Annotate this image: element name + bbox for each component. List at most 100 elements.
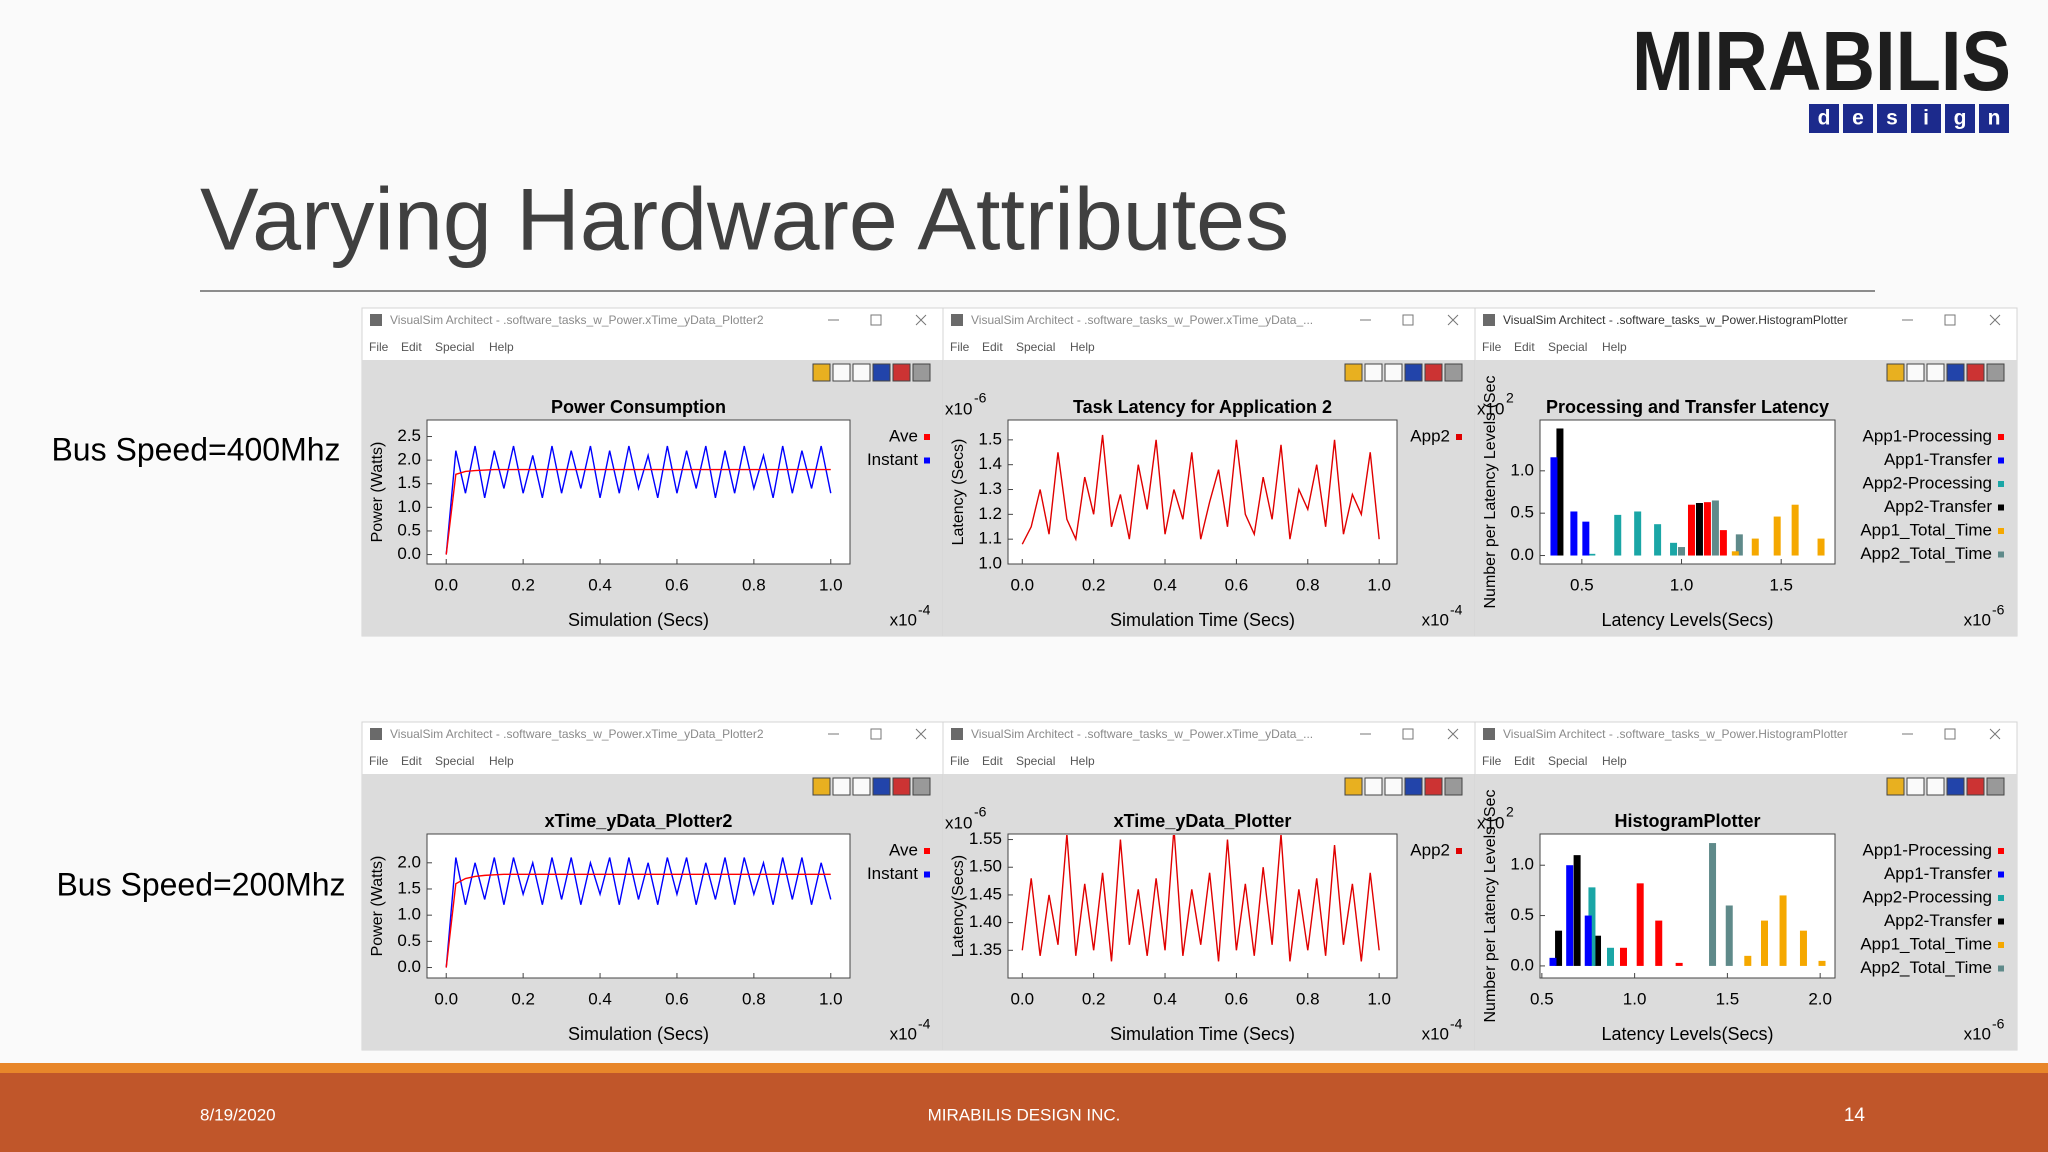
histogram-bar	[1619, 947, 1627, 966]
toolbar-button[interactable]	[872, 777, 891, 796]
menu-item[interactable]: File	[1482, 340, 1502, 354]
menu-item[interactable]: Special	[1016, 754, 1055, 768]
maximize-button[interactable]	[870, 314, 882, 326]
toolbar-button[interactable]	[1384, 777, 1403, 796]
toolbar-button[interactable]	[892, 363, 911, 382]
menu-item[interactable]: Help	[489, 754, 514, 768]
app-icon	[370, 314, 382, 326]
logo-box	[1911, 104, 1941, 133]
maximize-button[interactable]	[1402, 728, 1414, 740]
plot-marks	[1550, 428, 1825, 556]
toolbar-button[interactable]	[1906, 777, 1925, 796]
toolbar-button[interactable]	[1946, 363, 1965, 382]
toolbar-button[interactable]	[1886, 777, 1905, 796]
x-tick-label: 1.5	[1716, 989, 1740, 1008]
menu-item[interactable]: Help	[1070, 754, 1095, 768]
y-tick-label: 1.0	[397, 497, 421, 516]
x-tick-label: 2.0	[1808, 989, 1832, 1008]
menu-item[interactable]: Edit	[982, 340, 1003, 354]
histogram-bar	[1550, 457, 1558, 556]
close-button[interactable]	[1989, 314, 2001, 326]
menu-item[interactable]: Edit	[401, 754, 422, 768]
menu-item[interactable]: File	[950, 754, 970, 768]
x-tick-label: 0.8	[742, 575, 766, 594]
close-button[interactable]	[915, 314, 927, 326]
toolbar-button[interactable]	[1946, 777, 1965, 796]
toolbar-button[interactable]	[812, 363, 831, 382]
toolbar-button[interactable]	[872, 363, 891, 382]
close-button[interactable]	[1989, 728, 2001, 740]
toolbar-button[interactable]	[852, 363, 871, 382]
menu-item[interactable]: Edit	[982, 754, 1003, 768]
menu-item[interactable]: Special	[435, 754, 474, 768]
toolbar-button[interactable]	[1384, 363, 1403, 382]
x-tick-label: 0.2	[511, 989, 535, 1008]
toolbar-button[interactable]	[1404, 363, 1423, 382]
menu-item[interactable]: File	[950, 340, 970, 354]
toolbar-button[interactable]	[1344, 363, 1363, 382]
toolbar-button[interactable]	[1886, 363, 1905, 382]
menu-item[interactable]: Help	[1602, 754, 1627, 768]
close-button[interactable]	[915, 728, 927, 740]
toolbar-button[interactable]	[1966, 777, 1985, 796]
window: VisualSim Architect - .software_tasks_w_…	[1474, 307, 2018, 637]
toolbar-button[interactable]	[832, 363, 851, 382]
toolbar-button[interactable]	[852, 777, 871, 796]
close-button[interactable]	[1447, 728, 1459, 740]
y-tick-label: 1.55	[969, 829, 1002, 848]
maximize-button[interactable]	[1402, 314, 1414, 326]
maximize-button[interactable]	[870, 728, 882, 740]
toolbar-button[interactable]	[1404, 777, 1423, 796]
toolbar-button[interactable]	[1424, 777, 1443, 796]
menu-item[interactable]: Edit	[1514, 340, 1535, 354]
toolbar-button[interactable]	[1986, 777, 2005, 796]
chart-title: Power Consumption	[551, 397, 726, 417]
x-tick-label: 1.0	[1367, 575, 1391, 594]
y-multiplier-exponent: -6	[974, 804, 987, 820]
toolbar-button[interactable]	[892, 777, 911, 796]
menu-item[interactable]: Special	[1548, 340, 1587, 354]
toolbar-button[interactable]	[812, 777, 831, 796]
histogram-bar	[1711, 500, 1719, 556]
x-multiplier: x10	[890, 1024, 917, 1043]
legend-label: App2_Total_Time	[1860, 544, 1992, 563]
histogram-bar	[1725, 905, 1733, 966]
toolbar-button[interactable]	[1986, 363, 2005, 382]
maximize-button[interactable]	[1944, 314, 1956, 326]
menu-item[interactable]: Edit	[401, 340, 422, 354]
toolbar-button[interactable]	[1926, 777, 1945, 796]
menu-item[interactable]: Special	[1548, 754, 1587, 768]
toolbar-button[interactable]	[832, 777, 851, 796]
close-button[interactable]	[1447, 314, 1459, 326]
toolbar-button[interactable]	[1966, 363, 1985, 382]
toolbar-button[interactable]	[912, 363, 931, 382]
toolbar-button[interactable]	[1926, 363, 1945, 382]
menu-item[interactable]: File	[1482, 754, 1502, 768]
menu-item[interactable]: File	[369, 754, 389, 768]
toolbar-button[interactable]	[912, 777, 931, 796]
menu-item[interactable]: File	[369, 340, 389, 354]
toolbar-button[interactable]	[1364, 363, 1383, 382]
menu-item[interactable]: Help	[489, 340, 514, 354]
window-title: VisualSim Architect - .software_tasks_w_…	[1503, 727, 1848, 741]
legend-swatch	[924, 848, 930, 854]
toolbar-button[interactable]	[1444, 363, 1463, 382]
windows: Bus Speed=400Mhz VisualSim Architect - .s…	[51, 307, 2018, 1051]
logo-name: MIRABILIS	[1632, 14, 2011, 108]
menu-item[interactable]: Help	[1070, 340, 1095, 354]
menu-item[interactable]: Help	[1602, 340, 1627, 354]
maximize-button[interactable]	[1944, 728, 1956, 740]
toolbar-button[interactable]	[1344, 777, 1363, 796]
toolbar-button[interactable]	[1424, 363, 1443, 382]
legend-swatch	[924, 434, 930, 440]
menu-item[interactable]: Special	[1016, 340, 1055, 354]
y-tick-label: 1.3	[978, 479, 1002, 498]
toolbar-button[interactable]	[1444, 777, 1463, 796]
toolbar-button[interactable]	[1906, 363, 1925, 382]
x-multiplier-exponent: -6	[1992, 1016, 2005, 1032]
y-tick-label: 1.1	[978, 529, 1002, 548]
toolbar-button[interactable]	[1364, 777, 1383, 796]
menu-item[interactable]: Special	[435, 340, 474, 354]
logo-box	[1843, 104, 1873, 133]
menu-item[interactable]: Edit	[1514, 754, 1535, 768]
